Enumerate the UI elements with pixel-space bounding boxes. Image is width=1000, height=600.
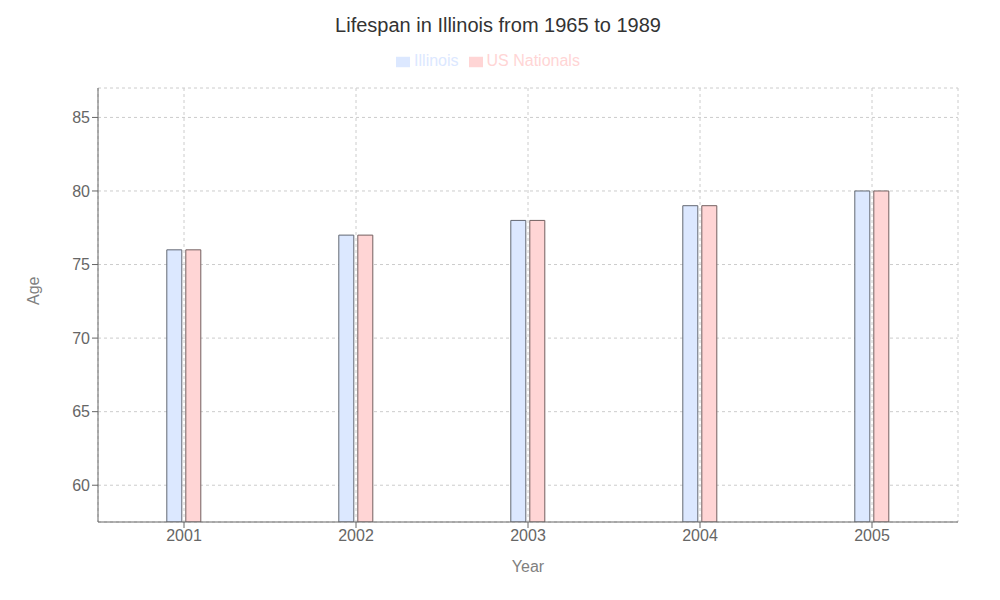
- svg-text:85: 85: [72, 109, 90, 126]
- svg-text:80: 80: [72, 183, 90, 200]
- svg-text:70: 70: [72, 330, 90, 347]
- svg-text:2004: 2004: [682, 527, 718, 544]
- html-text:Illinois: Illinois: [414, 52, 459, 69]
- html-text:US Nationals: US Nationals: [486, 52, 580, 69]
- svg-text:2001: 2001: [166, 527, 202, 544]
- svg-text:2003: 2003: [510, 527, 546, 544]
- svg-text:2002: 2002: [338, 527, 374, 544]
- svg-text:60: 60: [72, 477, 90, 494]
- svg-text:Age: Age: [25, 276, 42, 305]
- svg-text:65: 65: [72, 403, 90, 420]
- svg-text:75: 75: [72, 256, 90, 273]
- html-text:Lifespan in Illinois from 1965: Lifespan in Illinois from 1965 to 1989: [335, 14, 661, 36]
- svg-text:Year: Year: [512, 558, 545, 575]
- svg-text:2005: 2005: [854, 527, 890, 544]
